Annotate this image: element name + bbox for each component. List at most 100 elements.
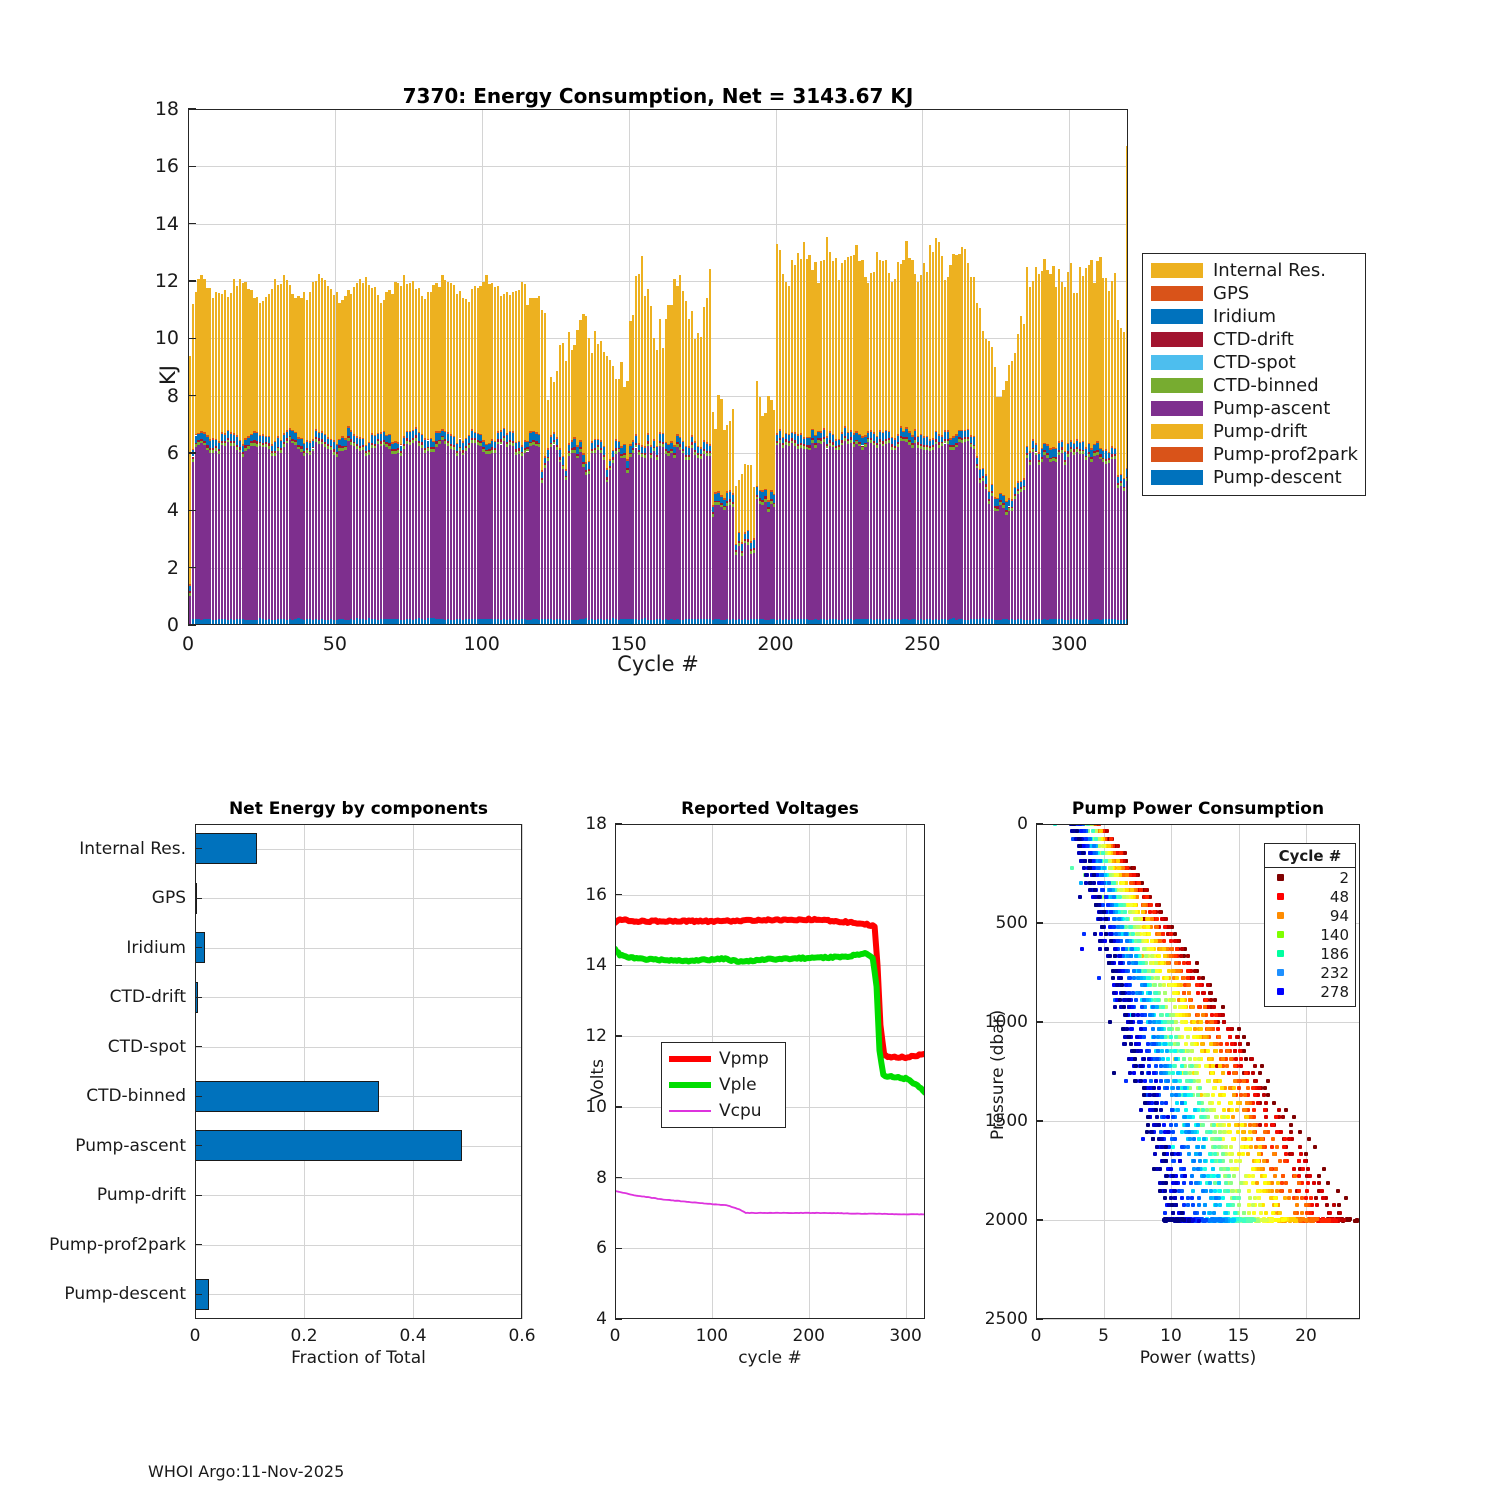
energy-bar-segment (194, 444, 197, 448)
energy-bar (1005, 109, 1008, 625)
scatter-point (1164, 917, 1169, 922)
energy-bar-segment (808, 438, 811, 445)
energy-bar-segment (464, 439, 468, 446)
energy-bar (470, 109, 473, 625)
scatter-point (1156, 954, 1161, 958)
scatter-point (1170, 1137, 1175, 1142)
energy-bar-segment (931, 438, 935, 440)
energy-bar-segment (923, 446, 926, 450)
energy-bar (646, 109, 650, 625)
energy-bar-segment (782, 437, 785, 439)
energy-bar-segment (1011, 511, 1014, 619)
energy-bar (829, 109, 832, 625)
energy-bar-segment (253, 440, 256, 443)
scatter-point (1272, 1174, 1277, 1178)
energy-bar-segment (432, 442, 435, 448)
scatter-point (1242, 1078, 1247, 1083)
energy-bar-segment (617, 378, 620, 441)
energy-bar-segment (385, 447, 388, 619)
energy-bar-segment (385, 618, 388, 625)
energy-bar-segment (1046, 619, 1049, 625)
energy-bar-segment (502, 440, 506, 619)
scatter-point (1231, 1115, 1236, 1120)
energy-bar-segment (244, 438, 247, 440)
energy-bar-segment (614, 448, 617, 451)
scatter-point (1195, 1166, 1200, 1171)
energy-bar-segment (482, 618, 485, 625)
energy-bar-segment (573, 437, 576, 439)
scatter-point (1204, 1130, 1209, 1134)
energy-bar-segment (867, 430, 870, 433)
scatter-point (1300, 1210, 1305, 1215)
energy-bar-segment (291, 429, 294, 432)
energy-bar-segment (438, 444, 441, 620)
energy-bar-segment (720, 497, 723, 503)
energy-bar-segment (1037, 452, 1040, 454)
gridline-v (905, 824, 907, 1319)
energy-bar-segment (867, 442, 870, 620)
energy-bar-segment (359, 437, 362, 439)
energy-bar (802, 109, 805, 625)
energy-bar-segment (347, 427, 350, 436)
scatter-point (1221, 1152, 1226, 1156)
energy-bar-segment (876, 437, 879, 444)
energy-bar-segment (984, 489, 987, 620)
energy-bar-segment (655, 457, 658, 461)
energy-bar-segment (438, 439, 441, 442)
scatter-point (1286, 1196, 1291, 1200)
energy-bar (435, 109, 438, 625)
energy-bar-segment (197, 618, 200, 625)
scatter-point (1259, 1086, 1264, 1090)
scatter-point (1220, 1159, 1225, 1164)
scatter-point (1160, 1056, 1165, 1061)
energy-bar-segment (338, 618, 341, 625)
scatter-point (1183, 1093, 1188, 1098)
energy-bar (679, 109, 682, 625)
energy-bar-segment (1069, 440, 1073, 442)
energy-bar (567, 109, 570, 625)
energy-bar-segment (943, 618, 946, 625)
voltage-line-vple (615, 945, 925, 1096)
legend-entry: CTD-spot (1143, 351, 1365, 374)
energy-bar-segment (790, 433, 794, 439)
scatter-point (1189, 1078, 1194, 1083)
energy-bar-segment (1017, 618, 1020, 625)
scatter-point (1121, 902, 1126, 907)
energy-bar-segment (253, 431, 256, 433)
energy-bar-segment (643, 445, 647, 448)
energy-bar-segment (276, 436, 280, 439)
energy-bar-segment (297, 618, 300, 625)
scatter-point (1173, 954, 1178, 958)
scatter-point (1227, 1122, 1232, 1127)
energy-bar-segment (359, 438, 362, 447)
scatter-point (1147, 968, 1152, 973)
energy-bar-segment (414, 440, 418, 619)
energy-bar-segment (435, 433, 438, 442)
energy-bar-segment (837, 445, 841, 448)
energy-bar-segment (312, 451, 315, 621)
energy-bar-segment (306, 441, 309, 449)
scatter-point (1253, 1093, 1258, 1098)
scatter-point (1114, 910, 1119, 914)
energy-bar-segment (570, 350, 573, 440)
energy-bar-segment (317, 273, 321, 432)
energy-bar-segment (611, 449, 614, 452)
energy-bar (852, 109, 855, 625)
energy-bar-segment (611, 460, 614, 463)
energy-bar-segment (1017, 481, 1020, 483)
energy-bar-segment (867, 619, 870, 625)
energy-bar-segment (526, 442, 529, 448)
energy-bar-segment (1046, 454, 1049, 458)
energy-bar-segment (544, 313, 547, 457)
energy-bar-segment (561, 619, 564, 625)
scatter-point (1255, 1181, 1260, 1186)
energy-bar-segment (579, 447, 582, 450)
energy-bar-segment (790, 431, 794, 434)
scatter-point (1119, 888, 1124, 892)
energy-bar-segment (972, 444, 976, 447)
scatter-point (1198, 1166, 1203, 1171)
energy-bar-segment (749, 551, 752, 555)
energy-bar-segment (802, 438, 805, 445)
scatter-point (1187, 1130, 1192, 1134)
x-tick-label: 300 (1051, 633, 1088, 655)
